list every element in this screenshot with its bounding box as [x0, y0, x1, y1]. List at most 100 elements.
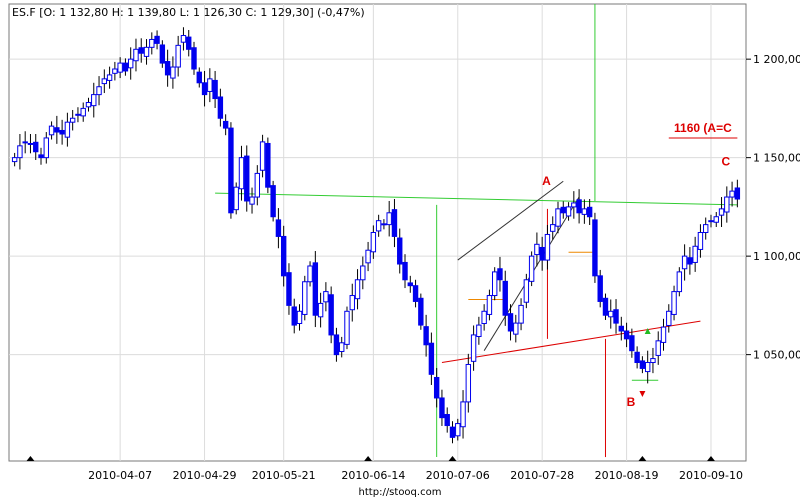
green-neckline [215, 192, 738, 206]
source-url[interactable]: http://stooq.com [359, 487, 442, 498]
trendline-layer [215, 4, 738, 458]
candle-up [64, 121, 71, 138]
candle-up [69, 117, 76, 123]
candle-down [212, 79, 218, 100]
candle-up [555, 208, 561, 227]
candle-up [534, 243, 540, 256]
candle-down [186, 36, 192, 50]
candle-down [391, 209, 398, 237]
candle-up [75, 113, 81, 116]
channel-upper-line [457, 180, 564, 261]
candle-down [629, 335, 635, 352]
candle-down [428, 342, 435, 375]
candle-up [660, 326, 667, 343]
candle-down [270, 185, 276, 218]
candle-down [576, 199, 582, 214]
y-tick-label: 1 050,00 [753, 349, 800, 362]
candle-up [644, 362, 651, 373]
candle-up [692, 245, 698, 263]
candle-up [491, 271, 498, 297]
candle-up [528, 255, 535, 282]
candle-down [54, 127, 60, 133]
candle-up [80, 107, 86, 117]
candle-down [38, 154, 44, 159]
candle-down [613, 309, 619, 324]
red-support-line [441, 320, 701, 364]
candle-up [85, 101, 92, 108]
candle-down [154, 35, 160, 44]
candle-up [581, 208, 588, 215]
candle-up [48, 125, 55, 136]
x-tick-label: 2010-06-14 [341, 469, 405, 482]
candle-up [513, 322, 519, 335]
candle-down [597, 275, 603, 302]
candle-up [671, 291, 677, 315]
candle-down [402, 261, 408, 281]
candle-down [439, 397, 445, 419]
grid-layer [9, 4, 746, 461]
candle-up [655, 340, 661, 356]
candle-up [697, 232, 704, 250]
x-tick-label: 2010-07-06 [426, 469, 490, 482]
annotation-layer: A B C 1160 (A=C [542, 121, 732, 409]
candle-down [444, 414, 450, 427]
y-tick-label: 1 150,00 [753, 152, 800, 165]
candle-down [333, 334, 340, 356]
candle-down [618, 325, 625, 332]
candle-up [718, 208, 725, 216]
candle-up [650, 358, 656, 364]
candle-up [133, 48, 139, 62]
candle-up [207, 78, 213, 92]
candle-down [265, 142, 271, 188]
candle-down [502, 280, 508, 316]
candle-up [681, 255, 688, 270]
y-tick-label: 1 200,00 [753, 53, 800, 66]
candle-down [634, 351, 640, 364]
x-tick-label: 2010-09-10 [679, 469, 743, 482]
candle-up [302, 281, 308, 315]
candle-down [497, 268, 503, 281]
candle-up [544, 233, 551, 261]
candle-down [196, 71, 202, 84]
candle-up [296, 310, 303, 325]
candle-up [354, 279, 361, 300]
candle-down [275, 219, 282, 237]
candle-down [217, 96, 224, 119]
x-axis-marker [448, 456, 457, 461]
candle-down [433, 376, 440, 399]
candle-up [254, 172, 261, 198]
candle-up [344, 310, 350, 345]
candle-down [423, 326, 429, 346]
x-tick-label: 2010-05-21 [252, 469, 316, 482]
candle-up [43, 137, 49, 159]
candle-up [22, 141, 28, 144]
candle-up [127, 58, 134, 69]
candle-down [687, 257, 693, 265]
up-arrow-icon [644, 327, 651, 334]
candle-down [623, 330, 630, 340]
candle-down [201, 82, 208, 96]
candle-up [365, 249, 371, 264]
annotation-a: A [542, 174, 551, 188]
candle-up [465, 363, 472, 403]
candle-down [33, 141, 39, 153]
ohlc-readout: ES.F [O: 1 132,80 H: 1 139,80 L: 1 126,3… [12, 6, 365, 19]
candle-up [170, 66, 176, 79]
candle-up [149, 38, 155, 48]
candle-down [286, 272, 292, 306]
candle-up [676, 271, 683, 293]
x-tick-label: 2010-04-07 [88, 469, 152, 482]
candle-down [507, 313, 514, 332]
candle-up [455, 423, 461, 437]
candle-down [734, 187, 741, 200]
candle-up [724, 196, 730, 213]
candle-down [312, 262, 319, 316]
candle-up [143, 46, 150, 57]
x-axis-marker [638, 456, 647, 461]
candle-down [138, 47, 144, 54]
candle-up [713, 216, 719, 223]
candle-down [280, 235, 287, 277]
candle-up [349, 295, 355, 311]
candle-up [249, 196, 255, 205]
candle-up [476, 324, 482, 338]
